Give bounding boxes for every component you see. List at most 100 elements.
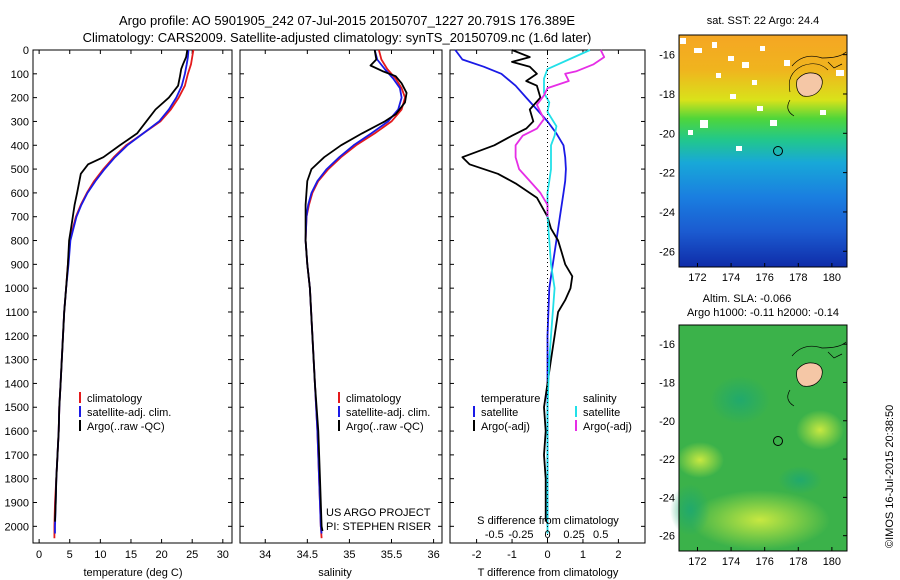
depth-tick-label: 600 — [11, 188, 29, 200]
depth-axis: 0 100 200 300 400 500 600 700 800 900 1000 1100 1200… — [5, 45, 645, 533]
x-tick-label: 5 — [67, 549, 73, 561]
sst-field — [679, 35, 847, 267]
legend-label-t-satellite: satellite — [481, 407, 518, 419]
salinity-xlabel: salinity — [318, 567, 352, 579]
series-line-temperature-satellite — [454, 49, 567, 527]
x-tick-label: 34 — [259, 549, 271, 561]
s-tick-label: 0 — [544, 529, 550, 541]
depth-tick-label: 1200 — [5, 331, 29, 343]
sla-map — [670, 324, 848, 552]
sla-blob — [710, 376, 770, 424]
series-line-argo-raw-qc — [304, 49, 408, 532]
depth-tick-label: 800 — [11, 236, 29, 248]
map-x-tick-label: 178 — [789, 272, 807, 284]
legend-header-salinity: salinity — [583, 393, 617, 405]
depth-tick-label: 0 — [23, 45, 29, 57]
x-tick-label: 30 — [217, 549, 229, 561]
map-x-tick-label: 172 — [688, 556, 706, 568]
depth-tick-label: 1300 — [5, 355, 29, 367]
sla-blob — [676, 442, 724, 478]
map-x-tick-label: 180 — [823, 556, 841, 568]
sla-map-frame — [678, 324, 848, 552]
difference-panel: -2 -1 0 1 2 -0.5 -0.25 0 0.25 0.5 — [454, 49, 621, 561]
x-tick-label: -1 — [507, 549, 517, 561]
sla-map-axes: 172 174 176 178 180 -16 -18 -20 -22 -24 -26 — [659, 339, 847, 568]
depth-tick-label: 1400 — [5, 378, 29, 390]
float-location-marker — [773, 436, 783, 446]
map-x-tick-label: 180 — [823, 272, 841, 284]
x-tick-label: 34.5 — [297, 549, 318, 561]
x-tick-label: 0 — [36, 549, 42, 561]
map-y-tick-label: -18 — [659, 89, 675, 101]
depth-tick-label: 700 — [11, 212, 29, 224]
fiji-island — [796, 72, 823, 97]
s-tick-label: 0.5 — [593, 529, 608, 541]
series-line-argo-raw-qc — [54, 49, 189, 522]
s-tick-label: -0.25 — [508, 529, 533, 541]
map-y-tick-label: -22 — [659, 454, 675, 466]
sla-blob — [670, 484, 710, 536]
legend-label-s-argo: Argo(-adj) — [583, 421, 632, 433]
sla-map-title-line-2: Argo h1000: -0.11 h2000: -0.14 — [687, 307, 839, 319]
sst-map — [678, 34, 848, 268]
salinity-panel-frame — [239, 49, 443, 544]
map-x-tick-label: 172 — [688, 272, 706, 284]
depth-tick-label: 100 — [11, 69, 29, 81]
x-tick-label: 1 — [580, 549, 586, 561]
series-line-salinity-argo-adj — [514, 49, 606, 217]
x-tick-label: 15 — [125, 549, 137, 561]
depth-tick-label: 900 — [11, 259, 29, 271]
legend-label-satellite: satellite-adj. clim. — [87, 407, 171, 419]
series-line-climatology — [304, 49, 406, 539]
map-y-tick-label: -24 — [659, 492, 675, 504]
map-y-tick-label: -26 — [659, 531, 675, 543]
legend-label-s-satellite: satellite — [583, 407, 620, 419]
depth-tick-label: 2000 — [5, 521, 29, 533]
x-tick-label: 10 — [94, 549, 106, 561]
depth-tick-label: 1100 — [5, 307, 29, 319]
sst-map-axes: 172 174 176 178 180 -16 -18 -20 -22 -24 -26 — [659, 50, 847, 284]
x-tick-label: -2 — [472, 549, 482, 561]
salinity-panel: 34 34.5 35 35.5 36 — [259, 49, 440, 561]
depth-tick-label: 500 — [11, 164, 29, 176]
fiji-island — [796, 362, 823, 387]
s-difference-label: S difference from climatology — [477, 515, 619, 527]
depth-tick-label: 300 — [11, 116, 29, 128]
header-line-2: Climatology: CARS2009. Satellite-adjuste… — [83, 30, 592, 45]
temperature-xlabel: temperature (deg C) — [83, 567, 182, 579]
map-y-tick-label: -16 — [659, 339, 675, 351]
x-tick-label: 20 — [155, 549, 167, 561]
legend-header-temperature: temperature — [481, 393, 540, 405]
x-tick-label: 0 — [544, 549, 550, 561]
s-tick-label: -0.5 — [485, 529, 504, 541]
depth-tick-label: 1900 — [5, 498, 29, 510]
legend-label-climatology: climatology — [346, 393, 402, 405]
float-location-marker — [773, 146, 783, 156]
imos-watermark: ©IMOS 16-Jul-2015 20:38:50 — [884, 405, 896, 548]
t-difference-xlabel: T difference from climatology — [478, 567, 619, 579]
x-tick-label: 2 — [615, 549, 621, 561]
temperature-panel: 0 5 10 15 20 25 30 — [36, 49, 229, 561]
x-tick-label: 25 — [186, 549, 198, 561]
sla-blob — [690, 490, 830, 550]
depth-tick-label: 1800 — [5, 474, 29, 486]
depth-tick-label: 1600 — [5, 426, 29, 438]
x-tick-label: 35 — [343, 549, 355, 561]
legend-label-satellite: satellite-adj. clim. — [346, 407, 430, 419]
map-y-tick-label: -24 — [659, 207, 675, 219]
x-tick-label: 36 — [427, 549, 439, 561]
project-annotation: US ARGO PROJECT — [326, 507, 431, 519]
reef-outline — [788, 63, 829, 93]
map-x-tick-label: 178 — [789, 556, 807, 568]
legend-label-t-argo: Argo(-adj) — [481, 421, 530, 433]
series-line-satellite-adj-clim — [54, 49, 190, 534]
legend-label-climatology: climatology — [87, 393, 143, 405]
salinity-legend: climatology satellite-adj. clim. Argo(..… — [338, 392, 430, 433]
map-y-tick-label: -26 — [659, 246, 675, 258]
depth-tick-label: 400 — [11, 140, 29, 152]
x-tick-label: 35.5 — [381, 549, 402, 561]
map-x-tick-label: 176 — [756, 272, 774, 284]
sst-map-title: sat. SST: 22 Argo: 24.4 — [707, 15, 820, 27]
pi-annotation: PI: STEPHEN RISER — [326, 521, 431, 533]
map-y-tick-label: -22 — [659, 168, 675, 180]
